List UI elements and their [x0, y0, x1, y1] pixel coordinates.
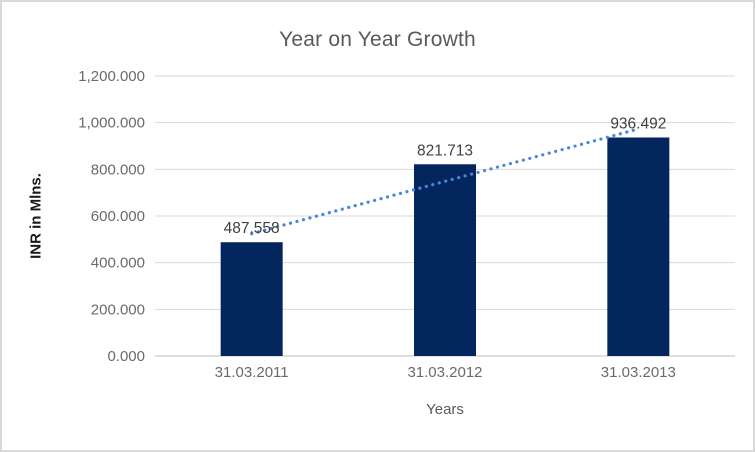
chart-title: Year on Year Growth: [279, 28, 476, 51]
x-category-label: 31.03.2013: [601, 364, 676, 381]
bar-data-label: 487.558: [224, 220, 280, 237]
bar-31.03.2013: [607, 137, 670, 356]
x-category-label: 31.03.2011: [215, 364, 289, 381]
linear-trendline: [250, 127, 640, 236]
x-category-label: 31.03.2012: [407, 364, 482, 381]
bar-data-label: 936.492: [610, 115, 666, 132]
y-tick-label: 800.000: [91, 161, 145, 178]
y-tick-label: 0.000: [107, 348, 145, 365]
y-tick-label: 600.000: [91, 208, 145, 225]
bar-31.03.2012: [414, 164, 476, 356]
bar-31.03.2011: [220, 242, 283, 356]
y-tick-label: 1,200.000: [78, 68, 145, 85]
x-axis-title: Years: [426, 401, 464, 418]
bar-data-label: 821.713: [417, 142, 473, 159]
y-tick-label: 200.000: [91, 301, 145, 318]
y-tick-label: 1,000.000: [78, 115, 145, 132]
y-tick-label: 400.000: [91, 255, 145, 272]
